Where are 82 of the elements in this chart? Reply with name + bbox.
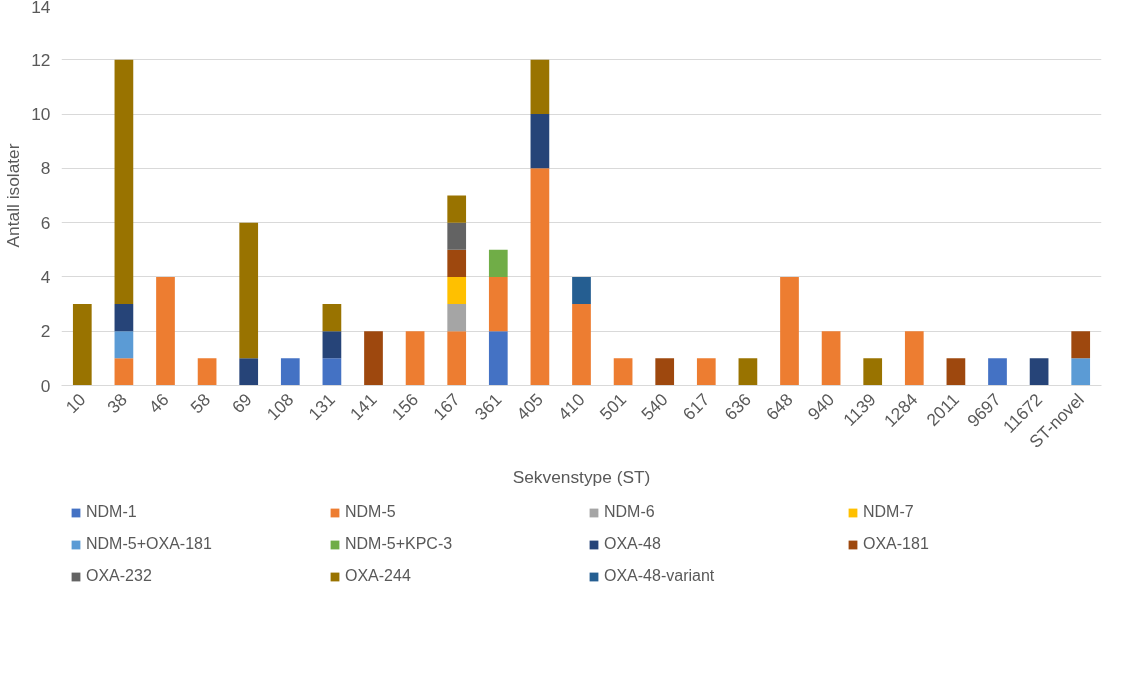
bar [946, 358, 966, 386]
y-tick-label: 6 [40, 212, 51, 233]
bar [572, 304, 591, 386]
bar [72, 304, 92, 386]
bar [696, 358, 716, 386]
bar [239, 222, 259, 359]
bar [156, 276, 175, 386]
legend-label: NDM-6 [604, 503, 656, 521]
y-tick-label: 4 [40, 266, 51, 287]
x-tick-label: 501 [595, 389, 631, 425]
legend-label: NDM-5 [345, 503, 397, 521]
x-tick-label: 58 [186, 389, 215, 418]
bar [488, 331, 508, 386]
bar [738, 358, 758, 386]
bar [572, 276, 591, 305]
bar [1029, 358, 1049, 386]
x-tick-label: 617 [678, 389, 714, 425]
legend-label: NDM-5+OXA-181 [86, 535, 213, 553]
bar [613, 358, 633, 386]
y-tick-label: 12 [31, 49, 51, 70]
bar [488, 276, 508, 332]
x-tick-label: 131 [304, 389, 339, 425]
bar [114, 358, 134, 386]
bar [322, 331, 342, 359]
legend-label: NDM-5+KPC-3 [345, 535, 454, 553]
legend-label: OXA-181 [863, 535, 930, 553]
x-tick-label: 540 [637, 389, 672, 425]
bar [1071, 358, 1091, 386]
legend-label: OXA-244 [345, 567, 412, 585]
bar [530, 59, 550, 115]
bar [821, 331, 841, 386]
x-tick-label: 636 [720, 389, 755, 425]
x-tick-label: 108 [262, 389, 298, 425]
x-axis-title: Sekvenstype (ST) [512, 466, 651, 487]
legend-label: OXA-48-variant [604, 567, 716, 585]
bar [114, 331, 134, 359]
x-tick-label: 648 [761, 389, 797, 425]
bar [364, 331, 383, 386]
bar [447, 331, 467, 386]
x-tick-label: 156 [387, 389, 423, 425]
x-tick-label: 10 [61, 389, 90, 418]
y-tick-label: 2 [40, 321, 51, 342]
bar [904, 331, 924, 386]
bar [447, 276, 467, 305]
bar [655, 358, 675, 386]
bar [114, 59, 134, 305]
bar [239, 358, 259, 386]
bar [405, 331, 425, 386]
legend-label: OXA-232 [86, 567, 153, 585]
bar [114, 304, 134, 332]
bar [447, 304, 467, 332]
bar [447, 222, 467, 250]
legend-label: OXA-48 [604, 535, 662, 553]
bar [280, 358, 300, 386]
bar [322, 358, 342, 386]
x-tick-label: 940 [803, 389, 839, 425]
legend-label: NDM-1 [86, 503, 138, 521]
bar [863, 358, 883, 386]
y-tick-label: 10 [31, 104, 51, 125]
x-tick-label: 410 [553, 389, 589, 425]
x-tick-label: 405 [512, 389, 547, 425]
x-tick-label: 141 [345, 389, 381, 425]
bar [447, 195, 467, 223]
bar [988, 358, 1007, 386]
x-tick-label: 46 [144, 389, 173, 418]
legend-label: NDM-7 [863, 503, 915, 521]
bar [530, 114, 550, 169]
bar [322, 304, 342, 332]
y-tick-label: 0 [40, 375, 51, 396]
x-tick-label: 38 [103, 389, 131, 418]
y-tick-label: 14 [31, 0, 51, 17]
x-tick-label: 69 [228, 389, 256, 418]
bar [447, 249, 467, 277]
x-tick-label: 361 [470, 389, 506, 425]
y-tick-label: 8 [40, 158, 51, 179]
bar [1071, 331, 1091, 359]
bar [488, 249, 508, 277]
bar [780, 276, 799, 386]
bar [197, 358, 217, 386]
x-tick-label: 167 [429, 389, 464, 425]
bar [530, 168, 550, 386]
y-axis-title: Antall isolater [3, 143, 24, 248]
